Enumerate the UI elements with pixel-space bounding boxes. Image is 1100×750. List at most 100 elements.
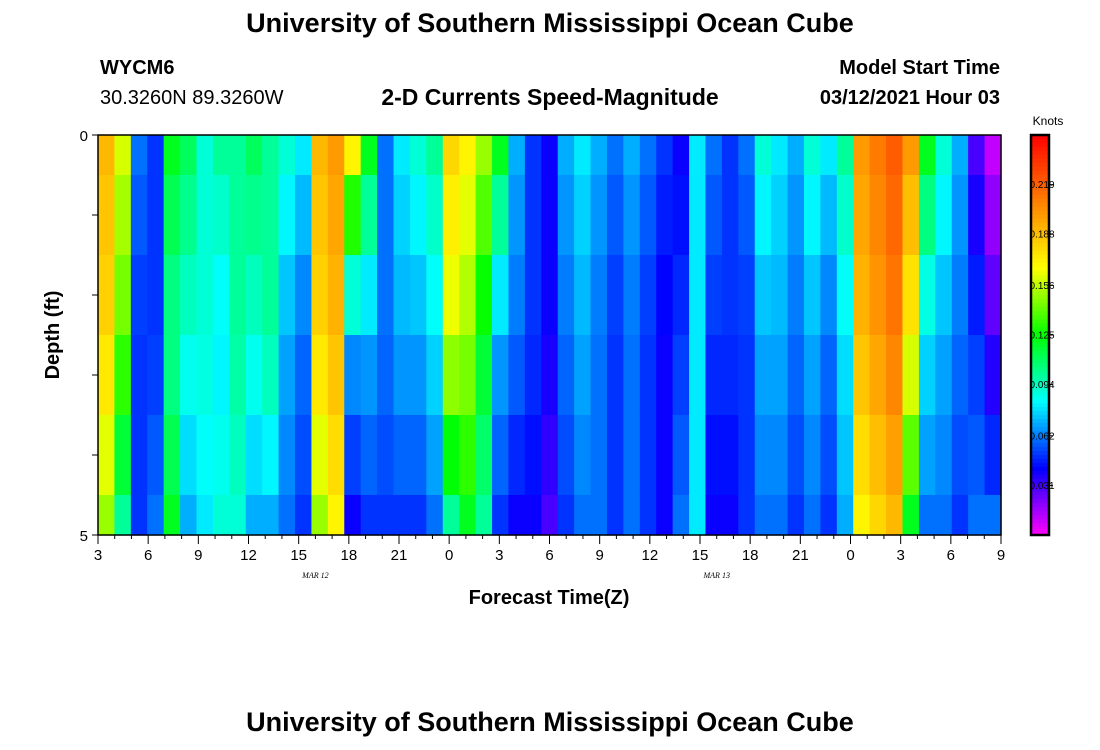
heatmap-cell — [541, 135, 559, 176]
heatmap-cell — [886, 135, 904, 176]
heatmap-cell — [853, 135, 871, 176]
colorbar-segment — [1031, 151, 1049, 156]
colorbar-segment — [1031, 335, 1049, 340]
colorbar-segment — [1031, 139, 1049, 144]
heatmap-cell — [180, 495, 198, 536]
heatmap-cell — [459, 415, 477, 496]
heatmap-cell — [672, 415, 690, 496]
heatmap-cell — [738, 135, 756, 176]
heatmap-cell — [968, 135, 986, 176]
colorbar-segment — [1031, 479, 1049, 484]
heatmap-cell — [377, 135, 395, 176]
heatmap-cell — [639, 135, 657, 176]
colorbar-segment — [1031, 375, 1049, 380]
heatmap-cell — [656, 175, 674, 256]
heatmap-cell — [262, 175, 280, 256]
heatmap-cell — [393, 415, 411, 496]
heatmap-cell — [475, 255, 493, 336]
heatmap-cell — [393, 335, 411, 416]
heatmap-cell — [492, 335, 510, 416]
x-tick-label: 3 — [896, 547, 904, 564]
heatmap-cell — [820, 335, 838, 416]
heatmap-cell — [508, 255, 526, 336]
heatmap-cell — [492, 135, 510, 176]
heatmap-cell — [787, 175, 805, 256]
heatmap-cell — [820, 135, 838, 176]
heatmap-cell — [196, 135, 214, 176]
heatmap-cell — [278, 335, 296, 416]
heatmap-cell — [262, 135, 280, 176]
heatmap-cell — [606, 255, 624, 336]
colorbar-segment — [1031, 415, 1049, 420]
heatmap-cell — [557, 175, 575, 256]
x-tick-label: 15 — [692, 547, 709, 564]
colorbar-segment — [1031, 411, 1049, 416]
heatmap-cell — [951, 175, 969, 256]
heatmap-cell — [442, 255, 460, 336]
heatmap-cell — [278, 255, 296, 336]
heatmap-cell — [426, 335, 444, 416]
heatmap-cell — [360, 415, 378, 496]
heatmap-cell — [409, 255, 427, 336]
heatmap-cell — [689, 255, 707, 336]
heatmap-cell — [902, 415, 920, 496]
heatmap-cell — [754, 335, 772, 416]
heatmap-cell — [278, 135, 296, 176]
heatmap-cell — [623, 415, 641, 496]
heatmap-cell — [935, 495, 953, 536]
heatmap-cell — [918, 335, 936, 416]
heatmap-cell — [935, 175, 953, 256]
heatmap-cell — [689, 175, 707, 256]
colorbar-segment — [1031, 351, 1049, 356]
heatmap-cell — [606, 415, 624, 496]
heatmap-cell — [951, 335, 969, 416]
x-tick-label: 12 — [641, 547, 658, 564]
heatmap-cell — [606, 495, 624, 536]
heatmap-cell — [590, 495, 608, 536]
heatmap-cell — [705, 175, 723, 256]
chart-title: 2-D Currents Speed-Magnitude — [381, 84, 719, 110]
colorbar-segment — [1031, 339, 1049, 344]
heatmap-cell — [147, 255, 165, 336]
heatmap-cell — [820, 415, 838, 496]
colorbar-unit-label: Knots — [1033, 114, 1064, 128]
heatmap-cell — [836, 175, 854, 256]
colorbar-tick-label: 0.156 — [1029, 281, 1054, 292]
heatmap-cell — [130, 415, 148, 496]
x-tick-label: 21 — [792, 547, 809, 564]
heatmap-cell — [541, 255, 559, 336]
heatmap-cell — [344, 335, 362, 416]
heatmap-cell — [524, 135, 542, 176]
heatmap-cell — [656, 335, 674, 416]
heatmap-cell — [459, 135, 477, 176]
heatmap-cell — [98, 495, 116, 536]
heatmap-cell — [869, 415, 887, 496]
colorbar-segment — [1031, 363, 1049, 368]
colorbar-segment — [1031, 231, 1049, 236]
heatmap-cell — [869, 335, 887, 416]
heatmap-cell — [787, 495, 805, 536]
colorbar-segment — [1031, 315, 1049, 320]
heatmap-cell — [574, 415, 592, 496]
heatmap-cell — [853, 175, 871, 256]
x-tick-label: 3 — [495, 547, 503, 564]
colorbar-segment — [1031, 167, 1049, 172]
colorbar-segment — [1031, 431, 1049, 436]
heatmap-cell — [705, 255, 723, 336]
heatmap-cell — [278, 495, 296, 536]
heatmap-cell — [721, 415, 739, 496]
heatmap-cell — [590, 135, 608, 176]
heatmap-cell — [836, 495, 854, 536]
y-axis: 05 — [80, 128, 98, 545]
heatmap-cell — [147, 495, 165, 536]
heatmap-cell — [968, 495, 986, 536]
heatmap-cell — [475, 495, 493, 536]
colorbar-segment — [1031, 367, 1049, 372]
heatmap-cell — [409, 495, 427, 536]
colorbar-segment — [1031, 419, 1049, 424]
heatmap-cell — [902, 495, 920, 536]
x-tick-label: 6 — [144, 547, 152, 564]
heatmap-cell — [968, 255, 986, 336]
heatmap-cell — [212, 495, 230, 536]
heatmap-cell — [393, 135, 411, 176]
